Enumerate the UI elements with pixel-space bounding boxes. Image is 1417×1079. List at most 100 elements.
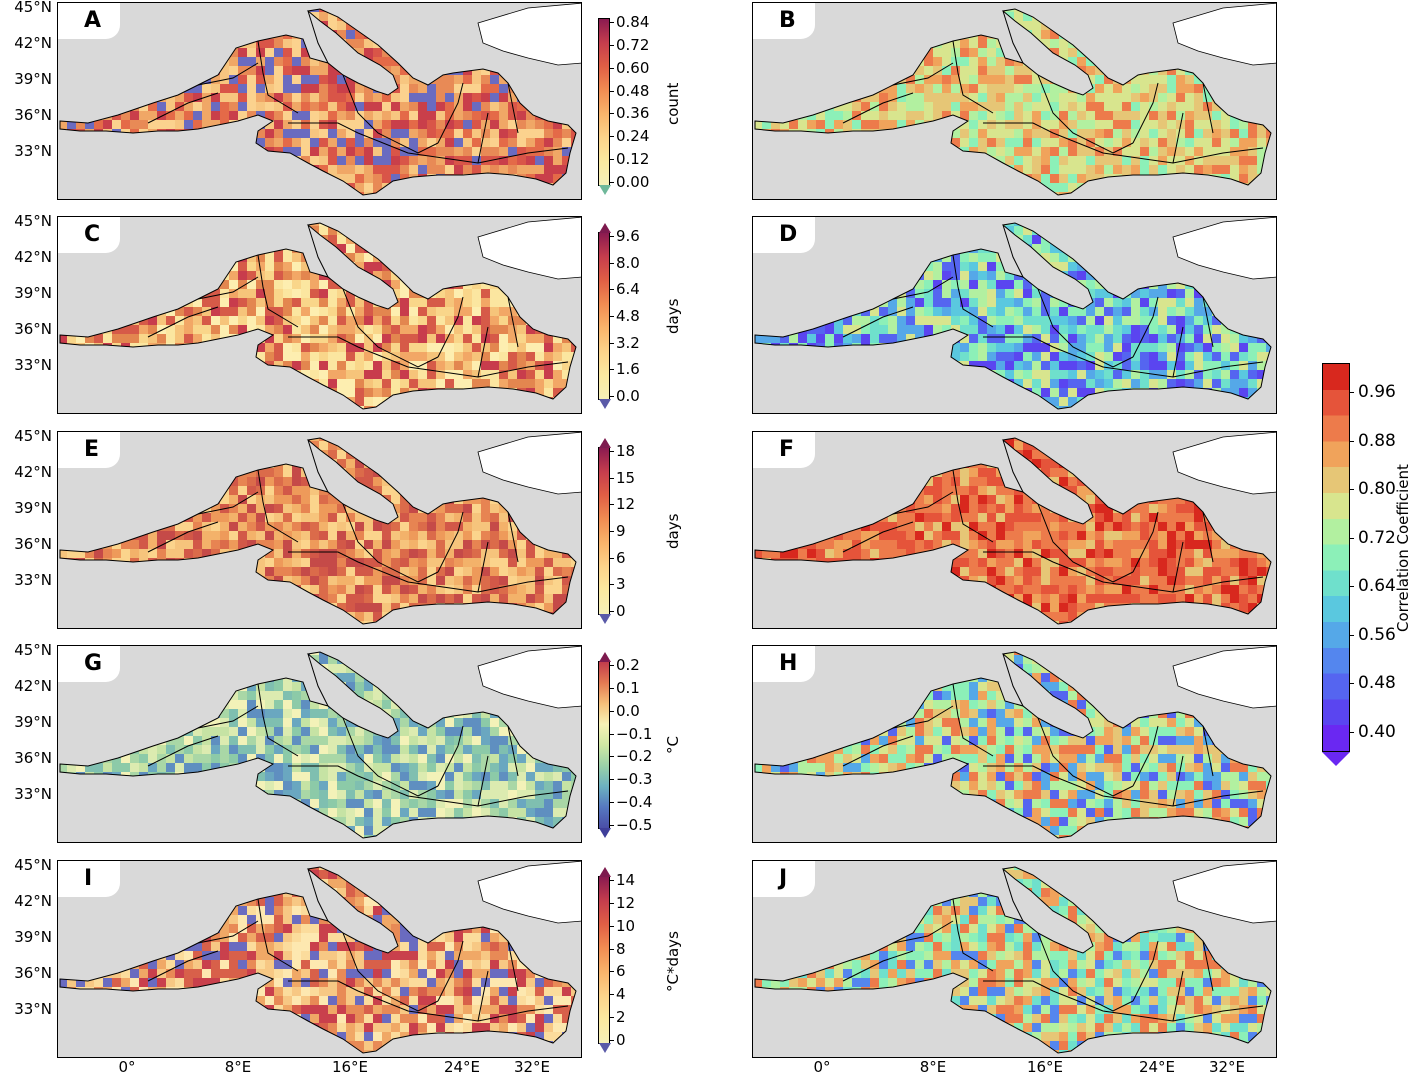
- colorbar-tick-label: 6: [616, 548, 626, 567]
- correlation-colorbar-label: Correlation Coefficient: [1394, 464, 1412, 632]
- colorbar-tick-mark: [610, 477, 614, 479]
- lat-tick-label: 33°N: [14, 1000, 52, 1018]
- colorbar-tick-label: 6.4: [616, 280, 640, 299]
- colorbar-tick-label: 12: [616, 495, 636, 514]
- land-mass: [477, 3, 581, 66]
- panel-label: A: [58, 3, 120, 39]
- sea-map: [59, 861, 581, 1054]
- colorbar-tick-label: 15: [616, 468, 636, 487]
- colorbar-tick-label: 0: [616, 1031, 626, 1049]
- colorbar-tick-mark: [610, 90, 614, 92]
- colorbar-tick-label: 3: [616, 575, 626, 594]
- land-mass: [1172, 861, 1276, 924]
- lat-tick-label: 36°N: [14, 535, 52, 553]
- coastline: [754, 8, 1272, 196]
- colorbar-tick-mark: [610, 451, 614, 452]
- land-mass: [477, 646, 581, 709]
- lon-tick-label: 0°: [118, 1058, 136, 1076]
- land-mass: [1172, 646, 1276, 709]
- colorbar-tick-mark: [610, 665, 614, 666]
- colorbar-tick-mark: [610, 113, 614, 115]
- map-panel-d: D: [752, 216, 1277, 414]
- colorbar-tick-mark: [610, 369, 614, 371]
- colorbar-tick-mark: [610, 994, 614, 996]
- map-panel-a: A: [57, 2, 582, 200]
- colorbar-tick-label: 0.0: [616, 701, 640, 720]
- lon-tick-label: 24°E: [443, 1058, 481, 1076]
- panel-label: I: [58, 861, 120, 897]
- land-mass: [1172, 217, 1276, 280]
- colorbar-tick-label: 0.2: [616, 656, 640, 674]
- map-panel-c: C: [57, 216, 582, 414]
- lon-tick-label: 32°E: [513, 1058, 551, 1076]
- correlation-tick-label: 0.48: [1358, 673, 1396, 693]
- lat-tick-label: 33°N: [14, 785, 52, 803]
- land-mass: [477, 861, 581, 924]
- lon-tick-label: 16°E: [1026, 1058, 1064, 1076]
- colorbar-tick-label: 0.24: [616, 127, 650, 146]
- panel-label: E: [58, 432, 120, 468]
- correlation-tick-mark: [1350, 440, 1354, 442]
- colorbar-tick-mark: [610, 67, 614, 69]
- coastline: [754, 437, 1272, 625]
- correlation-tick-mark: [1350, 392, 1354, 393]
- map-panel-f: F: [752, 431, 1277, 629]
- lat-tick-label: 39°N: [14, 70, 52, 88]
- lon-tick-label: 8°E: [224, 1058, 252, 1076]
- colorbar-tick-label: 2: [616, 1008, 626, 1027]
- colorbar-extend-triangle: [1322, 752, 1350, 766]
- colorbar-e: [598, 438, 611, 624]
- colorbar-tick-mark: [610, 1040, 614, 1041]
- lat-tick-label: 45°N: [14, 427, 52, 445]
- lon-tick-label: 8°E: [919, 1058, 947, 1076]
- colorbar-tick-mark: [610, 971, 614, 973]
- lat-tick-label: 42°N: [14, 34, 52, 52]
- colorbar-unit-label: °C*days: [664, 930, 682, 992]
- lat-tick-label: 36°N: [14, 320, 52, 338]
- land-mass: [1172, 432, 1276, 495]
- lat-tick-label: 45°N: [14, 641, 52, 659]
- colorbar-tick-mark: [610, 236, 614, 237]
- colorbar-tick-mark: [610, 182, 614, 183]
- lat-tick-label: 42°N: [14, 248, 52, 266]
- lat-tick-label: 45°N: [14, 856, 52, 874]
- colorbar-tick-label: 0.0: [616, 387, 640, 405]
- panel-label: H: [753, 646, 815, 682]
- lon-tick-label: 16°E: [331, 1058, 369, 1076]
- colorbar-tick-mark: [610, 342, 614, 344]
- colorbar-tick-mark: [610, 1017, 614, 1019]
- lat-tick-label: 33°N: [14, 571, 52, 589]
- colorbar-tick-label: 9: [616, 522, 626, 540]
- eez-boundaries: [842, 653, 1264, 807]
- land-mass: [477, 217, 581, 280]
- coastline: [59, 651, 577, 839]
- eez-boundaries: [842, 439, 1264, 593]
- eez-boundaries: [147, 10, 569, 164]
- correlation-tick-label: 0.88: [1358, 430, 1396, 451]
- colorbar-tick-label: −0.4: [616, 793, 653, 812]
- colorbar-tick-mark: [610, 316, 614, 317]
- eez-boundaries: [147, 439, 569, 593]
- lat-tick-label: 39°N: [14, 928, 52, 946]
- panel-label: G: [58, 646, 120, 682]
- colorbar-tick-mark: [610, 504, 614, 506]
- colorbar-c: [598, 223, 611, 409]
- coastline: [754, 222, 1272, 410]
- map-panel-g: G: [57, 645, 582, 843]
- colorbar-tick-mark: [610, 710, 614, 712]
- colorbar-tick-mark: [610, 396, 614, 397]
- colorbar-tick-label: 6: [616, 962, 626, 981]
- land-mass: [477, 432, 581, 495]
- correlation-tick-label: 0.40: [1358, 721, 1396, 742]
- lon-tick-label: 24°E: [1138, 1058, 1176, 1076]
- eez-boundaries: [147, 224, 569, 378]
- colorbar-tick-label: 0.84: [616, 13, 650, 31]
- lat-tick-label: 39°N: [14, 713, 52, 731]
- eez-boundaries: [842, 10, 1264, 164]
- lon-tick-label: 32°E: [1208, 1058, 1246, 1076]
- lat-tick-label: 36°N: [14, 964, 52, 982]
- lat-tick-label: 39°N: [14, 284, 52, 302]
- panel-label: F: [753, 432, 815, 468]
- colorbar-tick-label: −0.5: [616, 816, 653, 834]
- colorbar-tick-label: 8: [616, 939, 626, 958]
